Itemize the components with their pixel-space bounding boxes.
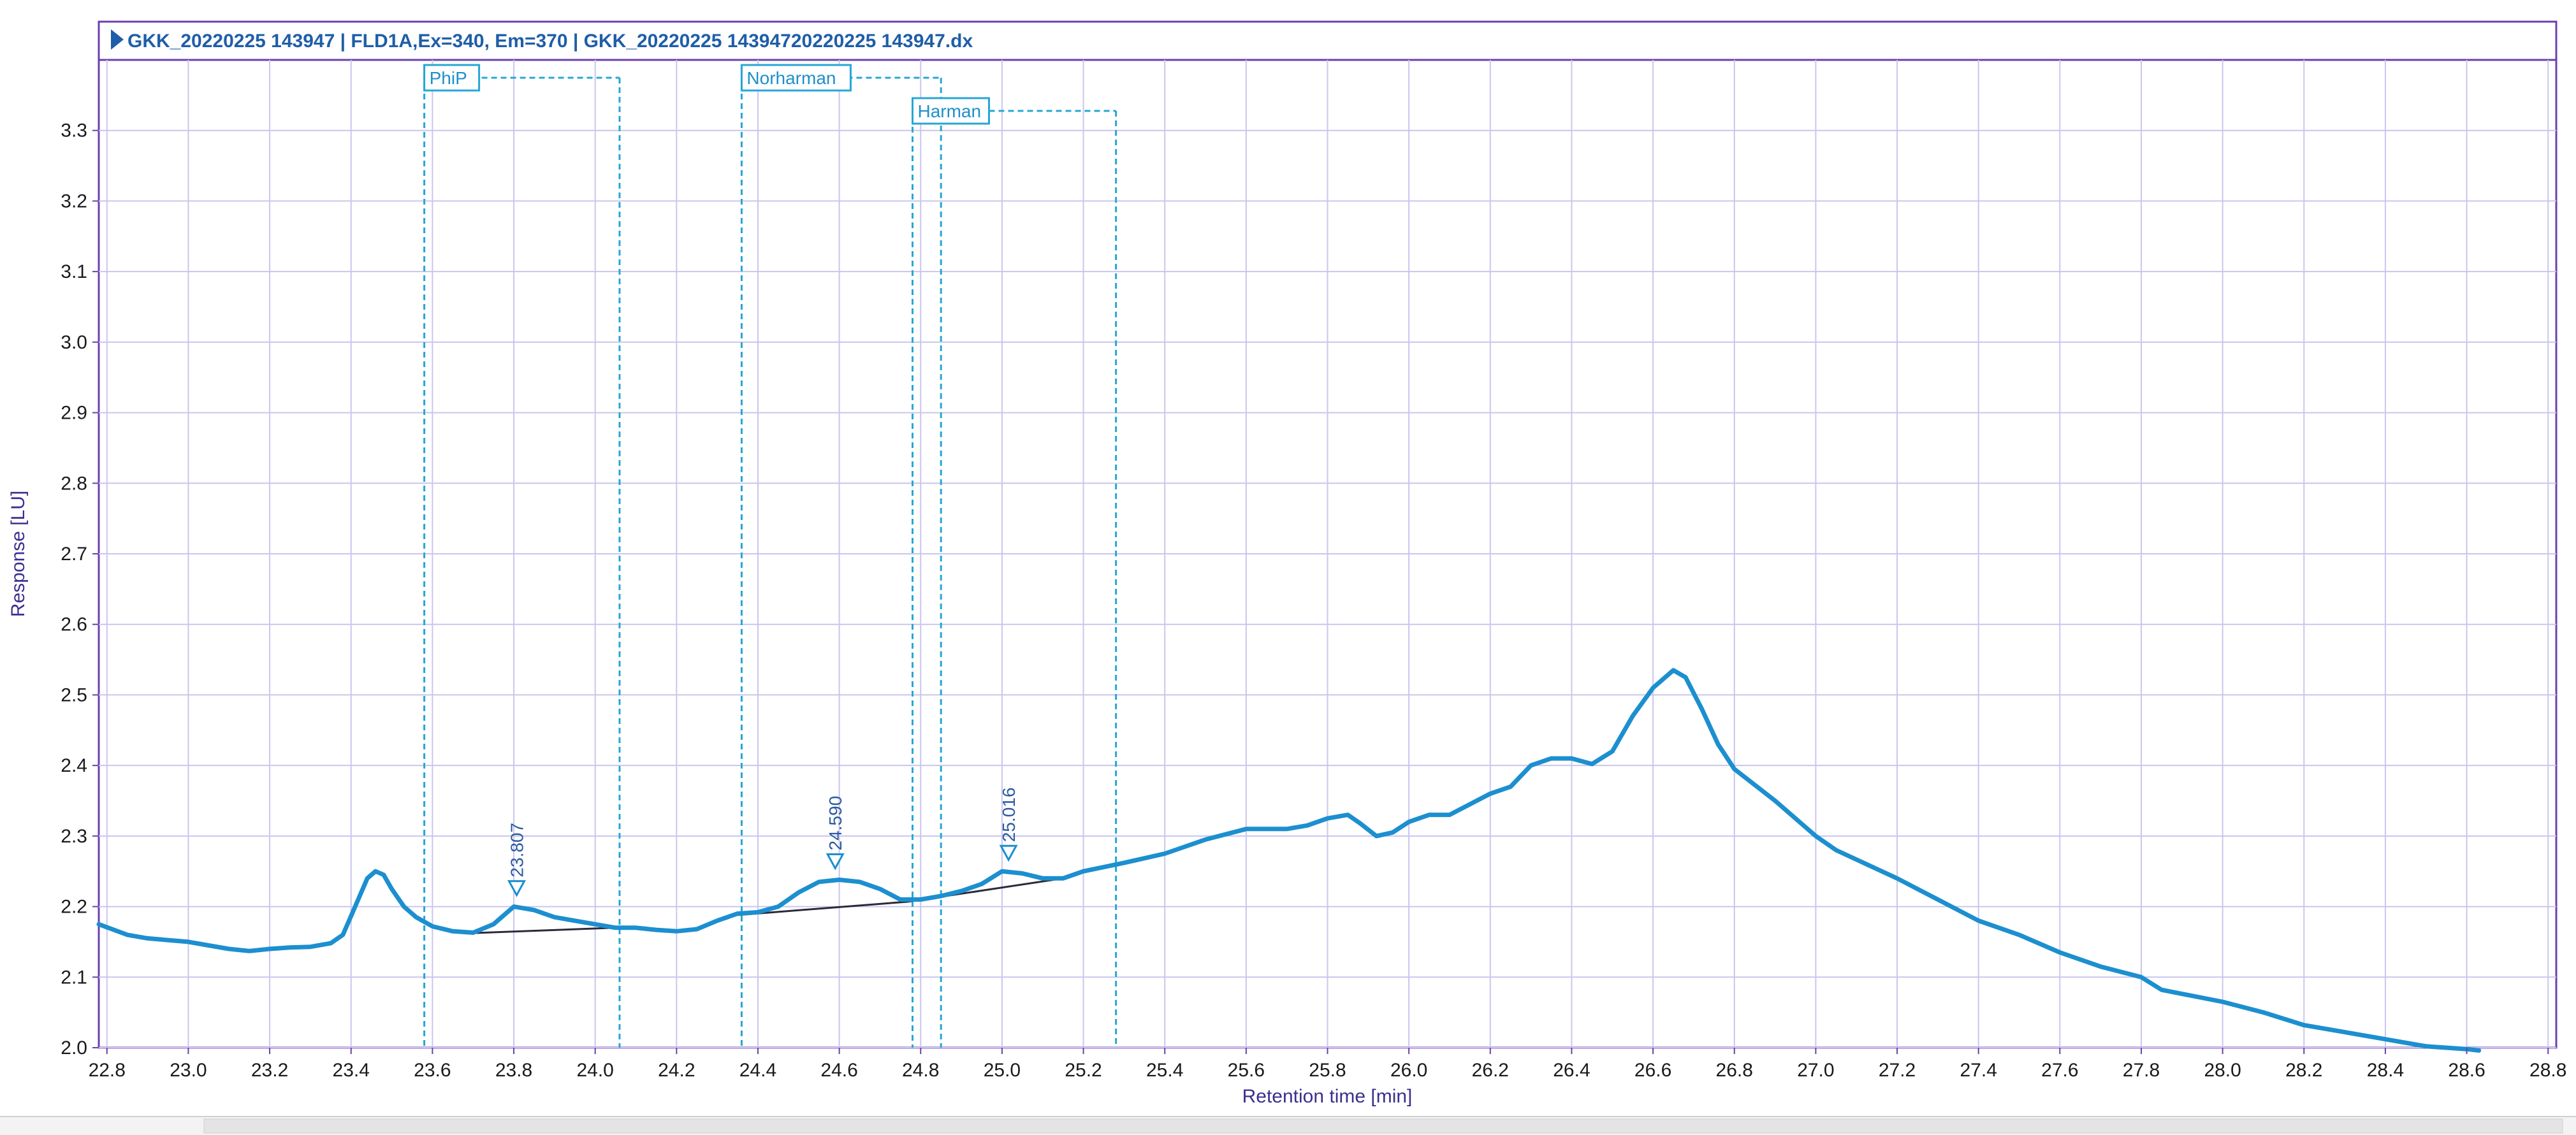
x-tick-label: 22.8	[89, 1060, 126, 1081]
window-label: PhiP	[430, 68, 467, 88]
y-tick-label: 3.1	[61, 261, 87, 282]
y-tick-label: 3.0	[61, 332, 87, 353]
window-label: Norharman	[746, 68, 836, 88]
peak-label: 23.807	[507, 823, 527, 878]
y-tick-label: 3.3	[61, 120, 87, 141]
window-label-box	[423, 64, 481, 92]
y-tick-label: 2.2	[61, 897, 87, 918]
peak-triangle-icon	[999, 844, 1018, 862]
x-axis-label: Retention time [min]	[1242, 1086, 1413, 1107]
x-tick-label: 26.6	[1634, 1060, 1671, 1081]
window-label-box	[911, 97, 990, 125]
x-tick-label: 24.2	[658, 1060, 695, 1081]
y-tick-label: 2.4	[61, 755, 87, 776]
x-tick-label: 27.2	[1879, 1060, 1916, 1081]
x-tick-label: 25.8	[1309, 1060, 1346, 1081]
x-tick-label: 26.2	[1472, 1060, 1509, 1081]
y-tick-label: 2.3	[61, 826, 87, 847]
play-triangle-icon	[111, 29, 124, 50]
retention-window: Norharman	[740, 64, 942, 1048]
x-tick-label: 27.0	[1797, 1060, 1834, 1081]
x-tick-label: 28.2	[2285, 1060, 2322, 1081]
x-tick-label: 26.0	[1390, 1060, 1427, 1081]
x-tick-label: 25.6	[1228, 1060, 1265, 1081]
bottom-scrollbar-thumb[interactable]	[203, 1118, 2563, 1134]
peak-triangle-icon	[507, 880, 527, 897]
x-tick-label: 28.4	[2367, 1060, 2404, 1081]
window-label: Harman	[917, 101, 981, 121]
baseline-segment	[737, 900, 909, 916]
y-tick-label: 2.6	[61, 614, 87, 635]
peak-label: 24.590	[826, 796, 845, 851]
title-bar	[98, 20, 2558, 61]
peak-marker: 23.807	[507, 823, 527, 897]
retention-window: PhiP	[423, 64, 621, 1048]
y-axis-label: Response [LU]	[8, 491, 29, 617]
chromatogram-trace	[96, 668, 2482, 1053]
x-tick-label: 28.6	[2448, 1060, 2485, 1081]
peak-marker: 25.016	[999, 788, 1019, 862]
y-tick-label: 2.1	[61, 967, 87, 988]
retention-window: Harman	[911, 97, 1117, 1048]
x-tick-label: 25.4	[1146, 1060, 1183, 1081]
x-tick-label: 23.8	[495, 1060, 532, 1081]
peak-label: 25.016	[999, 788, 1019, 842]
x-tick-label: 25.2	[1065, 1060, 1102, 1081]
x-tick-label: 23.4	[333, 1060, 370, 1081]
x-tick-label: 28.8	[2529, 1060, 2566, 1081]
y-tick-label: 2.7	[61, 544, 87, 565]
x-tick-label: 27.4	[1960, 1060, 1997, 1081]
x-tick-label: 24.6	[820, 1060, 857, 1081]
x-tick-label: 23.6	[414, 1060, 451, 1081]
x-axis-ticks: 22.8 23.0 23.2 23.4 23.6 23.8 24.0 24.2 24.4 24.6…	[89, 1048, 2566, 1081]
x-tick-label: 27.6	[2041, 1060, 2078, 1081]
retention-windows: PhiP Norharman Harman	[423, 64, 1117, 1048]
x-tick-label: 24.8	[902, 1060, 939, 1081]
y-axis-ticks: 2.0 2.1 2.2 2.3 2.4 2.5 2.6 2.7 2.8 2.9 3.0 3.1 3.2 3…	[61, 120, 99, 1059]
x-tick-label: 26.4	[1553, 1060, 1590, 1081]
y-tick-label: 2.0	[61, 1037, 87, 1059]
baseline-segment	[465, 927, 616, 935]
y-tick-label: 3.2	[61, 191, 87, 212]
peak-marker: 24.590	[826, 796, 845, 871]
window-label-box	[740, 64, 852, 92]
y-tick-label: 2.5	[61, 684, 87, 705]
y-tick-label: 2.8	[61, 473, 87, 494]
peak-markers: 23.807 24.590 25.016	[507, 788, 1019, 897]
x-tick-label: 24.0	[576, 1060, 613, 1081]
chart-title: GKK_20220225 143947 | FLD1A,Ex=340, Em=3…	[127, 31, 973, 52]
x-tick-label: 25.0	[984, 1060, 1021, 1081]
x-tick-label: 27.8	[2123, 1060, 2160, 1081]
x-tick-label: 23.0	[170, 1060, 207, 1081]
x-tick-label: 26.8	[1716, 1060, 1753, 1081]
y-tick-label: 2.9	[61, 403, 87, 424]
x-tick-label: 24.4	[739, 1060, 776, 1081]
x-tick-label: 23.2	[251, 1060, 288, 1081]
series-line	[96, 668, 2482, 1053]
x-tick-label: 28.0	[2204, 1060, 2241, 1081]
peak-triangle-icon	[826, 853, 845, 871]
